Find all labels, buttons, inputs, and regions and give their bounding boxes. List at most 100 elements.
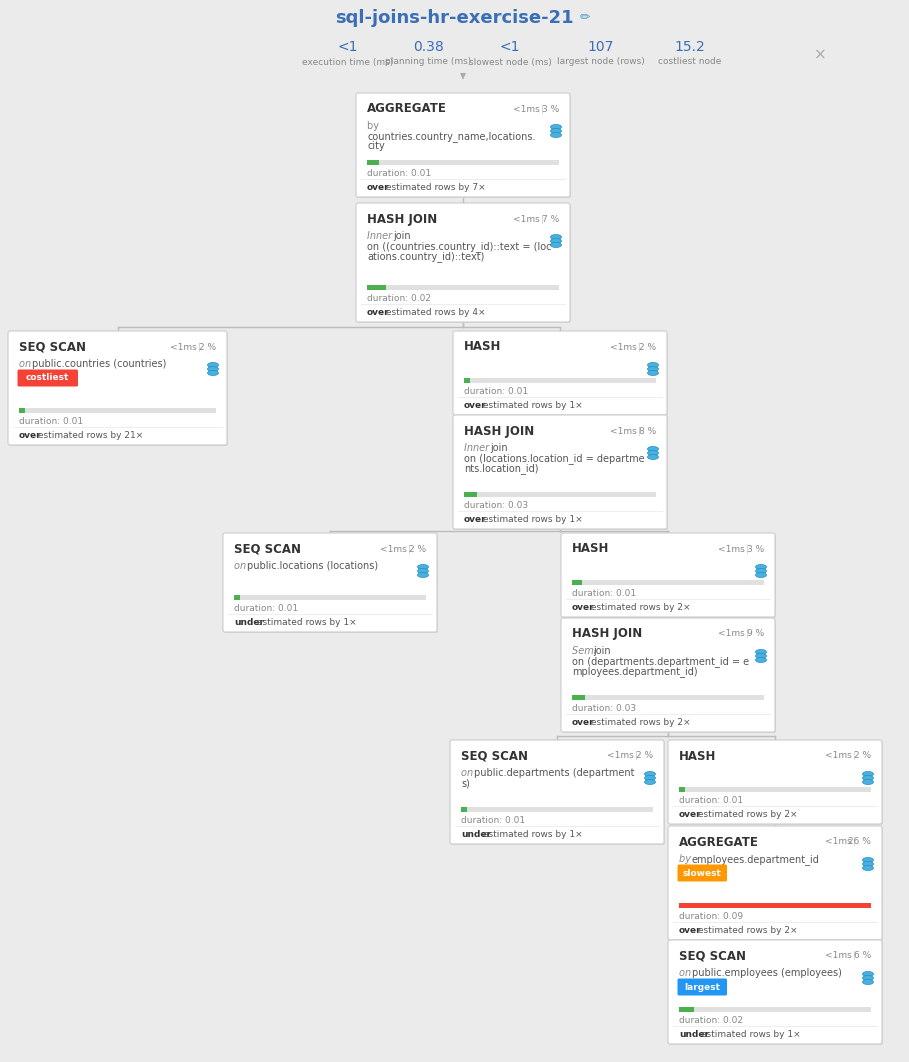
Text: 2 %: 2 % (409, 545, 426, 553)
Text: duration: 0.03: duration: 0.03 (572, 704, 636, 713)
FancyBboxPatch shape (669, 827, 883, 941)
Text: duration: 0.01: duration: 0.01 (461, 816, 525, 825)
Bar (679, 903, 871, 908)
Ellipse shape (863, 976, 874, 980)
Ellipse shape (647, 446, 658, 451)
Ellipse shape (863, 861, 874, 867)
FancyBboxPatch shape (669, 941, 883, 1045)
Bar (367, 160, 378, 165)
Bar (464, 492, 656, 497)
Text: |: | (853, 952, 856, 960)
Text: over: over (367, 308, 390, 316)
FancyBboxPatch shape (224, 534, 438, 633)
Text: ations.country_id)::text): ations.country_id)::text) (367, 251, 484, 262)
Ellipse shape (863, 771, 874, 776)
Ellipse shape (207, 371, 218, 376)
Bar (234, 595, 240, 600)
FancyBboxPatch shape (562, 619, 776, 733)
Ellipse shape (551, 242, 562, 247)
Text: estimated rows by 2×: estimated rows by 2× (587, 603, 690, 612)
Text: join: join (490, 443, 507, 453)
Ellipse shape (647, 450, 658, 456)
Text: SEQ SCAN: SEQ SCAN (461, 750, 528, 763)
Text: <1ms: <1ms (380, 545, 407, 553)
Text: 107: 107 (588, 40, 614, 54)
Ellipse shape (207, 362, 218, 367)
Text: costliest: costliest (26, 374, 69, 382)
Text: 8 %: 8 % (639, 427, 656, 435)
Text: duration: 0.02: duration: 0.02 (679, 1016, 743, 1025)
Text: 2 %: 2 % (639, 343, 656, 352)
Text: duration: 0.01: duration: 0.01 (19, 417, 83, 426)
Text: duration: 0.01: duration: 0.01 (679, 796, 744, 805)
Text: 0.38: 0.38 (413, 40, 444, 54)
Text: 2 %: 2 % (854, 752, 871, 760)
Ellipse shape (863, 979, 874, 984)
FancyBboxPatch shape (561, 533, 775, 617)
Bar (572, 580, 764, 585)
Text: on (locations.location_id = departme: on (locations.location_id = departme (464, 453, 644, 464)
FancyBboxPatch shape (677, 978, 727, 995)
Ellipse shape (644, 771, 655, 776)
Text: AGGREGATE: AGGREGATE (367, 103, 447, 116)
Text: Inner: Inner (464, 443, 493, 453)
FancyBboxPatch shape (454, 332, 668, 416)
Text: over: over (367, 183, 390, 192)
Bar (572, 695, 585, 700)
Text: 6 %: 6 % (854, 952, 871, 960)
Text: |: | (541, 104, 544, 114)
FancyBboxPatch shape (9, 332, 228, 446)
Ellipse shape (644, 775, 655, 781)
Text: mployees.department_id): mployees.department_id) (572, 666, 697, 676)
Text: |: | (746, 545, 749, 553)
Bar (679, 1007, 871, 1012)
Text: over: over (572, 718, 594, 727)
Text: <1ms: <1ms (607, 752, 634, 760)
FancyBboxPatch shape (561, 618, 775, 732)
Text: <1ms: <1ms (718, 630, 745, 638)
Bar (367, 285, 559, 290)
Ellipse shape (863, 972, 874, 976)
Text: 26 %: 26 % (848, 838, 871, 846)
Text: city: city (367, 141, 385, 151)
Text: on ((countries.country_id)::text = (loc: on ((countries.country_id)::text = (loc (367, 241, 552, 252)
Text: estimated rows by 1×: estimated rows by 1× (254, 618, 356, 627)
Text: duration: 0.01: duration: 0.01 (464, 387, 528, 396)
Text: estimated rows by 1×: estimated rows by 1× (480, 401, 583, 410)
Text: on (departments.department_id = e: on (departments.department_id = e (572, 656, 749, 667)
Text: duration: 0.01: duration: 0.01 (572, 589, 636, 598)
Text: estimated rows by 4×: estimated rows by 4× (383, 308, 485, 316)
Text: on: on (234, 561, 249, 571)
Bar (679, 1007, 694, 1012)
FancyBboxPatch shape (356, 93, 570, 196)
Text: 7 %: 7 % (542, 215, 559, 223)
Text: sql-joins-hr-exercise-21: sql-joins-hr-exercise-21 (335, 8, 574, 27)
Text: HASH JOIN: HASH JOIN (367, 212, 437, 225)
Ellipse shape (551, 124, 562, 130)
FancyBboxPatch shape (454, 416, 668, 530)
Text: |: | (635, 752, 638, 760)
Text: under: under (461, 830, 491, 839)
Text: <1ms: <1ms (514, 215, 540, 223)
FancyBboxPatch shape (356, 203, 570, 322)
Text: 3 %: 3 % (542, 104, 559, 114)
Ellipse shape (755, 650, 766, 654)
Bar (461, 807, 466, 812)
Text: over: over (679, 926, 702, 935)
Text: SEQ SCAN: SEQ SCAN (234, 543, 301, 555)
Ellipse shape (863, 775, 874, 781)
Ellipse shape (417, 572, 428, 578)
Bar (679, 903, 871, 908)
Text: nts.location_id): nts.location_id) (464, 463, 538, 474)
Text: <1: <1 (500, 40, 520, 54)
Bar (234, 595, 426, 600)
Text: slowest node (ms): slowest node (ms) (469, 57, 552, 67)
FancyBboxPatch shape (668, 740, 882, 824)
Text: costliest node: costliest node (658, 57, 722, 67)
Text: 3 %: 3 % (747, 545, 764, 553)
Text: |: | (746, 630, 749, 638)
FancyBboxPatch shape (17, 370, 78, 387)
Text: on: on (461, 768, 476, 778)
Ellipse shape (644, 780, 655, 785)
FancyBboxPatch shape (223, 533, 437, 632)
